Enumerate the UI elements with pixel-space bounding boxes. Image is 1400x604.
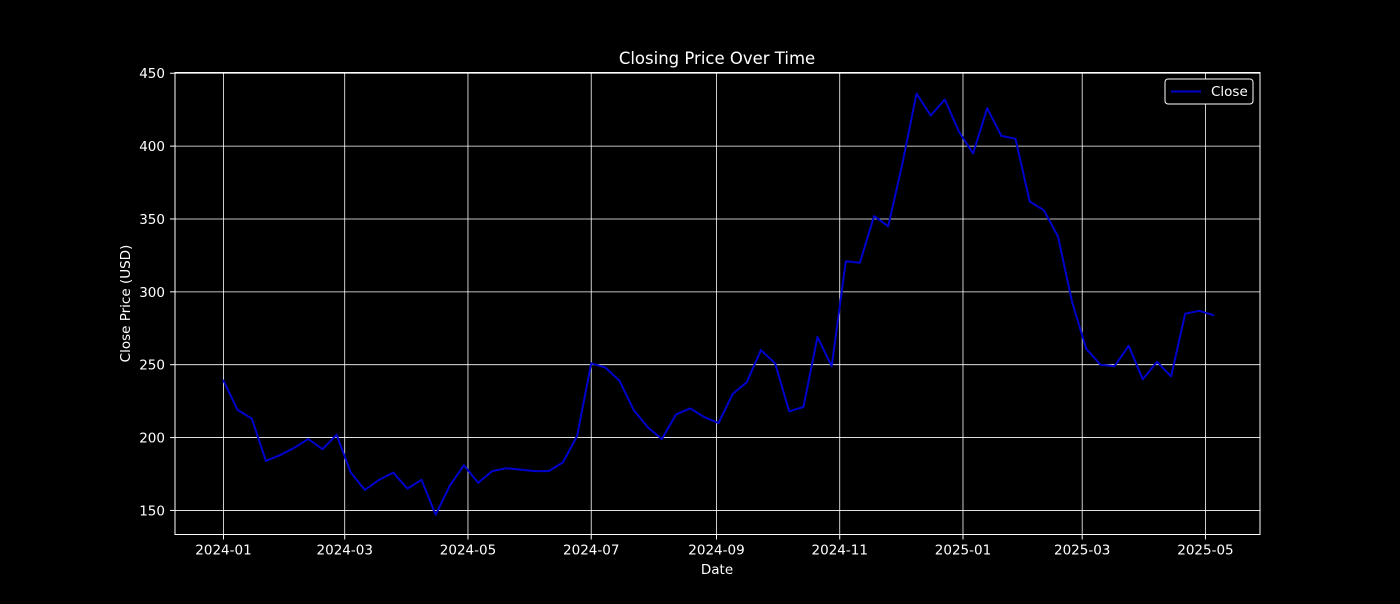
x-tick-label: 2025-05: [1177, 543, 1233, 559]
x-tick-label: 2024-03: [317, 543, 373, 559]
legend: Close: [1165, 79, 1253, 104]
x-axis-label: Date: [701, 562, 733, 578]
x-tick-label: 2024-05: [440, 543, 496, 559]
chart-title: Closing Price Over Time: [619, 49, 815, 68]
x-tick-label: 2024-01: [195, 543, 251, 559]
y-axis-label: Close Price (USD): [118, 245, 134, 363]
x-tick-label: 2024-11: [812, 543, 868, 559]
x-tick-label: 2025-03: [1054, 543, 1110, 559]
y-tick-label: 400: [139, 139, 165, 155]
y-tick-label: 300: [139, 285, 165, 301]
y-tick-label: 200: [139, 431, 165, 447]
x-tick-label: 2024-07: [563, 543, 619, 559]
y-tick-label: 450: [139, 66, 165, 82]
legend-label-close: Close: [1211, 84, 1248, 100]
x-tick-label: 2025-01: [935, 543, 991, 559]
y-tick-label: 250: [139, 358, 165, 374]
y-tick-label: 350: [139, 212, 165, 228]
x-tick-label: 2024-09: [688, 543, 744, 559]
y-tick-label: 150: [139, 503, 165, 519]
